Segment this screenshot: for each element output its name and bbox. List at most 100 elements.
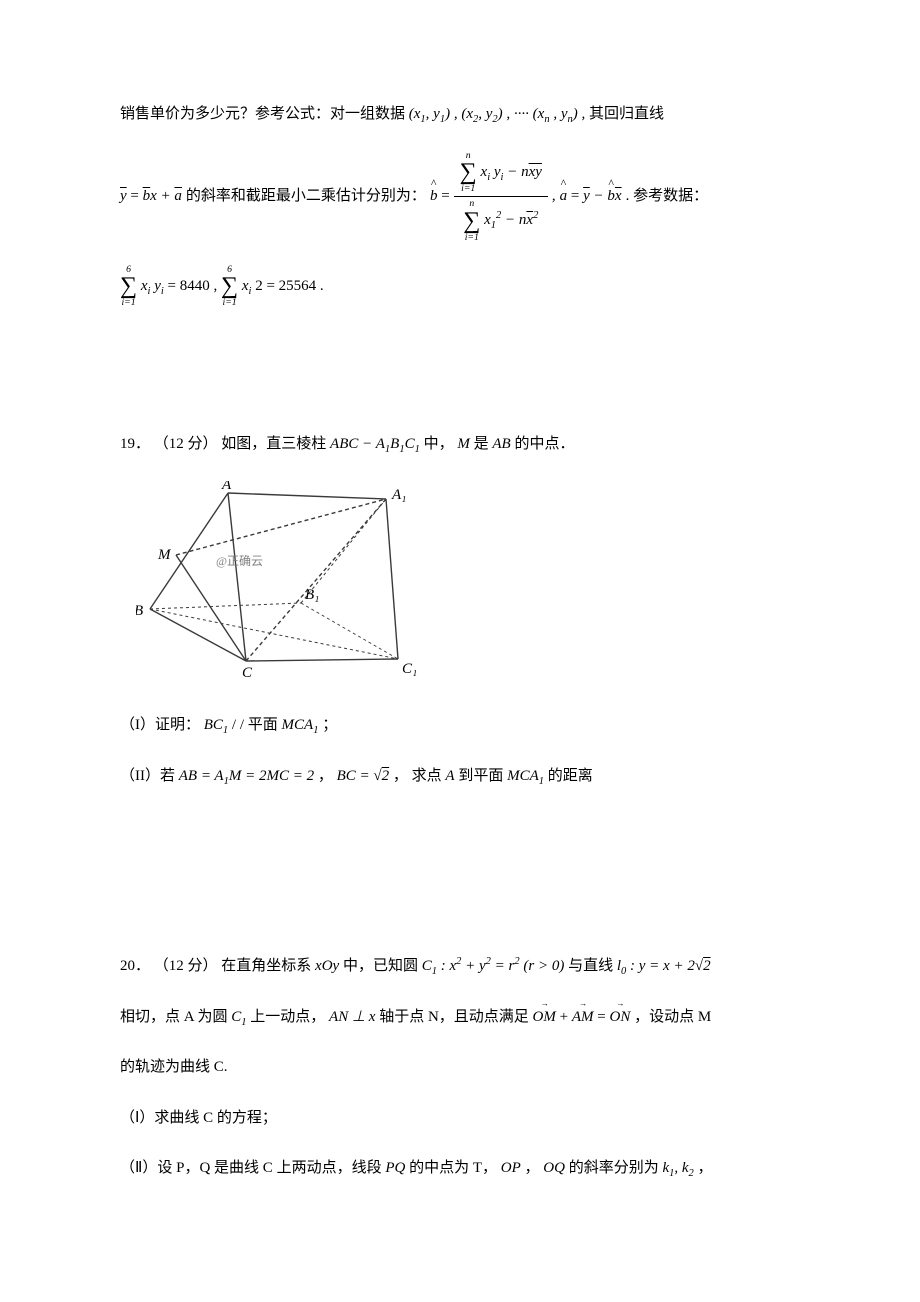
q19-I-mca: MCA bbox=[282, 717, 314, 733]
p2-comma: , bbox=[552, 182, 556, 211]
p3-eq1: = 8440 , bbox=[164, 278, 221, 294]
q20-vec-OM: OM bbox=[533, 1003, 556, 1032]
q20-sqrt: √ bbox=[695, 958, 703, 974]
svg-text:C₁: C₁ bbox=[402, 661, 417, 677]
q20-II-PQ: PQ bbox=[385, 1160, 405, 1176]
svg-text:A₁: A₁ bbox=[391, 487, 406, 503]
q19-II-comma: ， bbox=[318, 768, 337, 784]
svg-text:M: M bbox=[157, 547, 172, 563]
p2-frac: n ∑ i=1 xi yi − nxy n ∑ i=1 x12 − nx2 bbox=[454, 151, 548, 243]
q20-xoy: xOy bbox=[315, 958, 339, 974]
p2-den-xi: 1 bbox=[491, 220, 496, 231]
q20-l2-AN: AN ⊥ x bbox=[329, 1009, 375, 1025]
p2-eq: = bbox=[127, 188, 143, 204]
svg-text:C: C bbox=[242, 665, 253, 681]
q20-II-OP: OP bbox=[501, 1160, 521, 1176]
p1-m6: , y bbox=[550, 106, 568, 122]
p2-den-bot: i=1 bbox=[463, 233, 480, 243]
p2-minus: − bbox=[590, 188, 608, 204]
p3-sigma1: ∑ bbox=[120, 274, 137, 298]
q19-m1: ABC − A bbox=[330, 436, 385, 452]
q20-II-k2s: 2 bbox=[689, 1168, 694, 1179]
q19-II-d: 的距离 bbox=[548, 768, 593, 784]
q19-II-b: ， 求点 bbox=[393, 768, 446, 784]
q19-m5: AB bbox=[492, 436, 510, 452]
q19-stem: 19． （12 分） 如图，直三棱柱 ABC − A1B1C1 中， M 是 A… bbox=[120, 430, 800, 459]
p2-eq3: = bbox=[567, 188, 583, 204]
p2-num-xybar: xy bbox=[529, 164, 542, 180]
q20-II-b: 的中点为 T， bbox=[409, 1160, 501, 1176]
q20-II-k2: , k bbox=[674, 1160, 688, 1176]
p2-ybar2: y bbox=[583, 188, 590, 204]
q19-part2: （II）若 AB = A1M = 2MC = 2 ， BC = √2 ， 求点 … bbox=[120, 762, 800, 791]
q19-II-c: 到平面 bbox=[458, 768, 507, 784]
q19-diagram: A A₁ M B B₁ C C₁ @正确云 bbox=[136, 481, 800, 692]
q20-c: 与直线 bbox=[568, 958, 617, 974]
q19-m3: C bbox=[405, 436, 415, 452]
q19-num: 19． bbox=[120, 436, 150, 452]
q20-l2-C: C bbox=[231, 1009, 241, 1025]
q20-II-d: 的斜率分别为 bbox=[569, 1160, 663, 1176]
q20-II-OQ: OQ bbox=[543, 1160, 565, 1176]
q19-II-bc-eq: BC = bbox=[337, 768, 374, 784]
q20-l3: 的轨迹为曲线 C. bbox=[120, 1053, 800, 1082]
q20-a: 在直角坐标系 bbox=[221, 958, 315, 974]
p2-abar: a bbox=[174, 188, 182, 204]
q19-II-label: （II）若 bbox=[120, 768, 179, 784]
q20-num: 20． bbox=[120, 958, 150, 974]
p3-bot2: i=1 bbox=[221, 298, 238, 308]
p1-m3: ) , (x bbox=[445, 106, 473, 122]
p1-text-b: 其回归直线 bbox=[589, 106, 664, 122]
p2-ahat: a bbox=[560, 182, 568, 211]
q20-eq: = bbox=[594, 1009, 610, 1025]
p2-eq2: = bbox=[437, 188, 449, 204]
q20-l2: 相切，点 A 为圆 C1 上一动点， AN ⊥ x 轴于点 N，且动点满足 OM… bbox=[120, 1003, 800, 1032]
q20-part2: （Ⅱ）设 P，Q 是曲线 C 上两动点，线段 PQ 的中点为 T， OP ， O… bbox=[120, 1154, 800, 1183]
q19-II-mca: MCA bbox=[507, 768, 539, 784]
p1-m2: , y bbox=[426, 106, 440, 122]
p2: y = bx + a 的斜率和截距最小二乘估计分别为： b = n ∑ i=1 … bbox=[120, 151, 800, 243]
q19-II-mca1: 1 bbox=[539, 776, 544, 787]
p2-num-minus: − n bbox=[503, 164, 528, 180]
q19-I-bc1: 1 bbox=[223, 725, 228, 736]
p1: 销售单价为多少元？参考公式：对一组数据 (x1, y1) , (x2, y2) … bbox=[120, 100, 800, 129]
p3-bot1: i=1 bbox=[120, 298, 137, 308]
q20-y: + y bbox=[461, 958, 485, 974]
svg-text:A: A bbox=[221, 481, 232, 493]
svg-text:B₁: B₁ bbox=[305, 587, 319, 603]
q19-c: 是 bbox=[474, 436, 493, 452]
p1-m4: , y bbox=[478, 106, 492, 122]
q20-l2-b: 上一动点， bbox=[250, 1009, 329, 1025]
q19-a: 如图，直三棱柱 bbox=[221, 436, 330, 452]
p2-bhat2: b bbox=[607, 182, 615, 211]
q19-I-bc: BC bbox=[204, 717, 223, 733]
q20-sqrt-n: 2 bbox=[703, 958, 711, 974]
q20-II-c: ， bbox=[525, 1160, 544, 1176]
p3-x2: x bbox=[242, 278, 249, 294]
svg-text:B: B bbox=[136, 603, 143, 619]
p2-den-xbar-sq: 2 bbox=[533, 210, 538, 221]
q19-I-mca1: 1 bbox=[313, 725, 318, 736]
q19-I-b: 平面 bbox=[248, 717, 282, 733]
p2-num-y: y bbox=[490, 164, 500, 180]
q19-II-m1: AB = A bbox=[179, 768, 224, 784]
q20-vec-AM: AM bbox=[572, 1003, 594, 1032]
q19-m3s: 1 bbox=[415, 444, 420, 455]
q19-m2: B bbox=[390, 436, 399, 452]
q19-pts: （12 分） bbox=[154, 436, 218, 452]
p2-text-b: 的斜率和截距最小二乘估计分别为： bbox=[186, 182, 426, 211]
svg-text:@正确云: @正确云 bbox=[216, 554, 263, 568]
q19-II-A: A bbox=[445, 768, 454, 784]
q20-II-a: （Ⅱ）设 P，Q 是曲线 C 上两动点，线段 bbox=[120, 1160, 385, 1176]
p3-x: x bbox=[141, 278, 148, 294]
q20-b: 中，已知圆 bbox=[343, 958, 422, 974]
prism-svg: A A₁ M B B₁ C C₁ @正确云 bbox=[136, 481, 436, 681]
q20-l3-text: 的轨迹为曲线 C. bbox=[120, 1059, 228, 1075]
p3-y: y bbox=[150, 278, 160, 294]
q19-b: 中， bbox=[424, 436, 458, 452]
p2-den-sigma: ∑ bbox=[463, 209, 480, 233]
q19-II-m2: M = 2MC = 2 bbox=[229, 768, 314, 784]
q20-line: : y = x + 2 bbox=[626, 958, 695, 974]
q20-plus: + bbox=[556, 1009, 572, 1025]
q19-I-par: / / bbox=[232, 717, 248, 733]
